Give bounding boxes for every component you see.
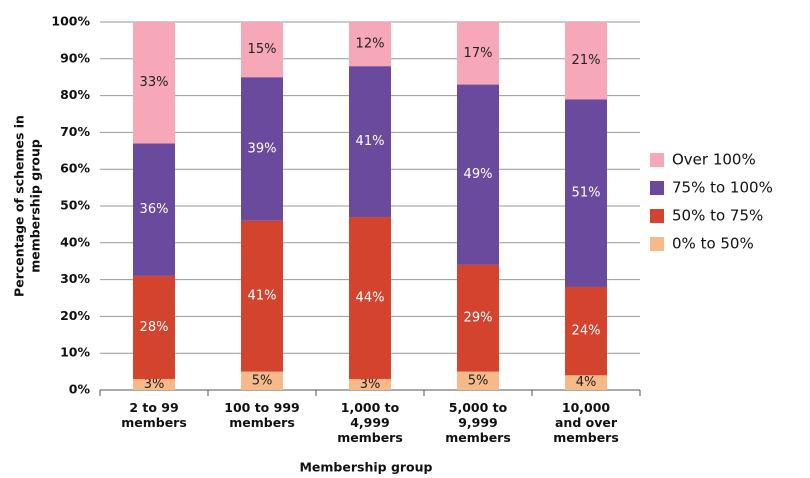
y-tick-label: 10% <box>60 345 90 360</box>
bar-segment <box>565 375 607 390</box>
legend-swatch <box>650 181 664 195</box>
x-tick-label-line: 2 to 99 <box>129 400 178 415</box>
y-axis-title-line: membership group <box>28 139 43 273</box>
x-tick-label-line: members <box>445 430 511 445</box>
data-label: 5% <box>252 373 273 388</box>
x-tick-label: 5,000 to 9,999 members <box>445 400 511 445</box>
data-label: 44% <box>356 291 385 306</box>
bar-segment <box>457 22 499 85</box>
y-axis-title: Percentage of schemes in membership grou… <box>12 115 43 297</box>
x-tick-label-line: members <box>121 415 187 430</box>
y-tick-label: 60% <box>60 161 90 176</box>
x-tick-label: 2 to 99 members <box>121 400 187 430</box>
data-label: 29% <box>464 311 493 326</box>
y-axis-title-line: Percentage of schemes in <box>12 115 27 297</box>
data-label: 3% <box>360 377 381 392</box>
bar-segment <box>565 99 607 287</box>
x-tick-label-line: members <box>553 430 619 445</box>
legend-swatch <box>650 237 664 251</box>
data-label: 41% <box>356 134 385 149</box>
data-label: 5% <box>468 373 489 388</box>
x-tick-label-line: members <box>337 430 403 445</box>
x-tick-label: 100 to 999 members <box>224 400 299 430</box>
data-label: 12% <box>356 37 385 52</box>
data-label: 21% <box>572 53 601 68</box>
bar-segment <box>565 22 607 100</box>
legend-label: 75% to 100% <box>672 179 773 197</box>
bar-segment <box>457 264 499 372</box>
bar-segment <box>349 22 391 67</box>
bar-segment <box>349 378 391 390</box>
y-tick-label: 40% <box>60 234 90 249</box>
y-tick-label: 80% <box>60 87 90 102</box>
bar-segment <box>133 22 175 144</box>
data-label: 4% <box>576 375 597 390</box>
legend-swatch <box>650 153 664 167</box>
bar-segment <box>349 66 391 218</box>
y-tick-label: 30% <box>60 271 90 286</box>
bar-segment <box>241 220 283 372</box>
data-label: 36% <box>140 202 169 217</box>
data-label: 24% <box>572 324 601 339</box>
data-label: 51% <box>572 186 601 201</box>
x-tick-label-line: 5,000 to <box>449 400 508 415</box>
x-tick-label-line: and over <box>555 415 618 430</box>
bar-segment <box>241 22 283 78</box>
data-label: 15% <box>248 42 277 57</box>
y-tick-label: 90% <box>60 50 90 65</box>
bar-segment <box>457 371 499 390</box>
x-tick-label-line: 10,000 <box>562 400 611 415</box>
x-axis-title: Membership group <box>299 460 432 475</box>
bar-segment <box>133 143 175 276</box>
data-label: 3% <box>144 377 165 392</box>
bar-segment <box>457 84 499 265</box>
x-tick-label-line: 4,999 <box>350 415 390 430</box>
x-tick-label-line: 100 to 999 <box>224 400 299 415</box>
data-label: 41% <box>248 289 277 304</box>
data-label: 49% <box>464 167 493 182</box>
bar-segment <box>133 378 175 390</box>
y-tick-label: 0% <box>69 382 91 397</box>
legend-label: 0% to 50% <box>672 235 754 253</box>
data-label: 28% <box>140 320 169 335</box>
data-label: 39% <box>248 141 277 156</box>
y-tick-label: 100% <box>51 14 90 29</box>
bar-segment <box>133 275 175 379</box>
x-tick-label: 10,000 and over members <box>553 400 619 445</box>
x-tick-label-line: 9,999 <box>458 415 498 430</box>
legend-label: Over 100% <box>672 151 756 169</box>
legend-swatch <box>650 209 664 223</box>
x-tick-label-line: 1,000 to <box>341 400 400 415</box>
bar-segment <box>241 371 283 390</box>
bar-segment <box>241 77 283 221</box>
x-tick-label: 1,000 to 4,999 members <box>337 400 403 445</box>
y-tick-label: 70% <box>60 124 90 139</box>
x-tick-label-line: members <box>229 415 295 430</box>
data-label: 17% <box>464 46 493 61</box>
y-tick-label: 50% <box>60 198 90 213</box>
y-tick-label: 20% <box>60 308 90 323</box>
bar-segment <box>565 286 607 376</box>
legend-label: 50% to 75% <box>672 207 763 225</box>
data-label: 33% <box>140 75 169 90</box>
bar-segment <box>349 217 391 379</box>
